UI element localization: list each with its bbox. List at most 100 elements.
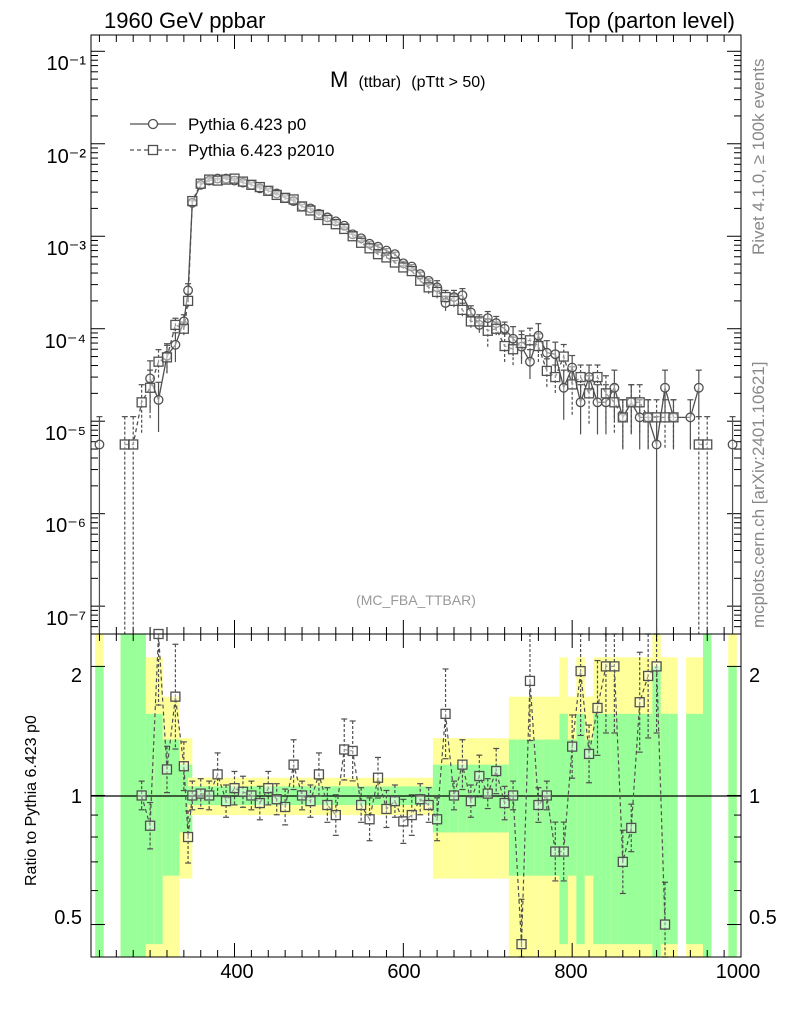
marker-p2010 xyxy=(212,175,223,186)
y-tick-label: 10⁻⁷ xyxy=(46,608,86,630)
marker-p2010 xyxy=(575,371,586,383)
ratio-marker-p2010 xyxy=(516,939,527,950)
ratio-marker-p2010 xyxy=(237,786,249,797)
ratio-marker-p2010 xyxy=(254,797,265,809)
marker-p2010 xyxy=(182,295,194,307)
marker-p0 xyxy=(584,372,595,383)
marker-p2010 xyxy=(516,337,527,349)
ratio-marker-p2010 xyxy=(592,702,603,714)
marker-p2010 xyxy=(550,371,561,383)
marker-p2010 xyxy=(254,181,265,193)
ratio-marker-p2010 xyxy=(161,764,173,775)
marker-p2010 xyxy=(398,262,409,273)
marker-p2010 xyxy=(600,388,612,399)
ratio-band-inner xyxy=(643,713,653,945)
marker-p2010 xyxy=(372,249,384,260)
marker-p2010 xyxy=(288,194,299,205)
ratio-marker-p2010 xyxy=(178,761,190,772)
ratio-marker-p2010 xyxy=(398,816,409,827)
marker-p2010 xyxy=(246,179,257,190)
ratio-marker-p2010 xyxy=(558,846,569,857)
ratio-marker-p2010 xyxy=(457,759,468,770)
ratio-band-inner xyxy=(635,713,644,945)
marker-p0 xyxy=(499,323,510,334)
ratio-band-inner xyxy=(576,713,585,945)
ratio-marker-p2010 xyxy=(204,790,215,801)
ratio-band-inner xyxy=(95,666,104,957)
y-tick-label: 10⁻¹ xyxy=(47,53,87,75)
marker-p2010 xyxy=(693,439,704,450)
marker-p0 xyxy=(592,397,603,408)
ratio-band-inner xyxy=(534,739,543,876)
legend-marker-p0 xyxy=(147,118,159,130)
marker-p2010 xyxy=(499,340,510,352)
marker-p0 xyxy=(575,397,586,408)
ratio-marker-p2010 xyxy=(431,814,443,825)
marker-p2010 xyxy=(659,412,671,423)
ratio-marker-p2010 xyxy=(347,745,358,757)
marker-p0 xyxy=(693,382,704,393)
chart-title-sub: (ttbar) xyxy=(358,74,401,91)
ratio-band-inner xyxy=(728,666,737,957)
legend-label-p2010: Pythia 6.423 p2010 xyxy=(188,141,335,160)
ratio-marker-p2010 xyxy=(448,790,460,801)
ratio-band-inner xyxy=(475,764,484,833)
marker-p0 xyxy=(170,339,181,350)
marker-p0 xyxy=(183,285,194,296)
marker-p2010 xyxy=(296,201,308,212)
marker-p0 xyxy=(550,349,561,360)
marker-p2010 xyxy=(339,223,350,235)
ratio-marker-p2010 xyxy=(499,797,510,809)
ratio-band-inner xyxy=(660,713,670,945)
legend-label-p0: Pythia 6.423 p0 xyxy=(188,115,306,134)
marker-p2010 xyxy=(144,382,156,393)
header-process: Top (parton level) xyxy=(565,8,735,33)
marker-p0 xyxy=(558,382,569,393)
legend-marker-p2010 xyxy=(147,144,159,156)
marker-p0 xyxy=(465,307,476,318)
ratio-marker-p2010 xyxy=(296,790,308,801)
marker-p2010 xyxy=(305,205,316,216)
marker-p2010 xyxy=(491,323,502,334)
marker-p2010 xyxy=(178,323,190,334)
marker-p0 xyxy=(541,347,552,358)
chart-title-cut: (pTtt > 50) xyxy=(411,74,485,91)
ratio-marker-p2010 xyxy=(423,799,434,811)
ratio-band-inner xyxy=(669,713,678,945)
ratio-band-inner xyxy=(686,713,695,945)
marker-p2010 xyxy=(161,352,173,363)
ratio-band-inner xyxy=(162,739,172,876)
ratio-marker-p2010 xyxy=(288,759,299,770)
ratio-marker-p2010 xyxy=(182,831,194,843)
ratio-y-axis-label: Ratio to Pythia 6.423 p0 xyxy=(23,715,40,886)
ratio-marker-p2010 xyxy=(212,769,223,780)
marker-p2010 xyxy=(541,365,552,377)
ratio-marker-p2010 xyxy=(642,670,654,682)
ratio-band-inner xyxy=(618,713,628,945)
marker-p0 xyxy=(457,290,468,301)
marker-p2010 xyxy=(524,335,536,346)
ratio-marker-p2010 xyxy=(330,809,341,821)
ratio-marker-p2010 xyxy=(364,814,375,825)
ratio-tick-label-right: 0.5 xyxy=(749,907,777,929)
x-tick-label: 600 xyxy=(387,961,420,983)
marker-p2010 xyxy=(448,295,460,307)
marker-p2010 xyxy=(389,257,401,268)
ratio-marker-p2010 xyxy=(609,661,620,672)
series-line-p2010 xyxy=(124,177,674,446)
ratio-marker-p2010 xyxy=(136,790,147,801)
ratio-marker-p2010 xyxy=(651,661,662,672)
marker-p2010 xyxy=(626,397,637,408)
ratio-tick-label-left: 1 xyxy=(71,786,82,808)
marker-p0 xyxy=(145,373,156,384)
ratio-marker-p2010 xyxy=(229,783,240,794)
ratio-marker-p2010 xyxy=(389,795,401,807)
ratio-axis-ticks xyxy=(91,634,742,957)
ratio-marker-p2010 xyxy=(474,770,485,782)
ratio-tick-label-left: 0.5 xyxy=(54,907,82,929)
ratio-markers xyxy=(136,628,671,950)
ratio-band-inner xyxy=(584,739,594,876)
marker-p2010 xyxy=(195,178,206,189)
marker-p2010 xyxy=(271,189,282,201)
